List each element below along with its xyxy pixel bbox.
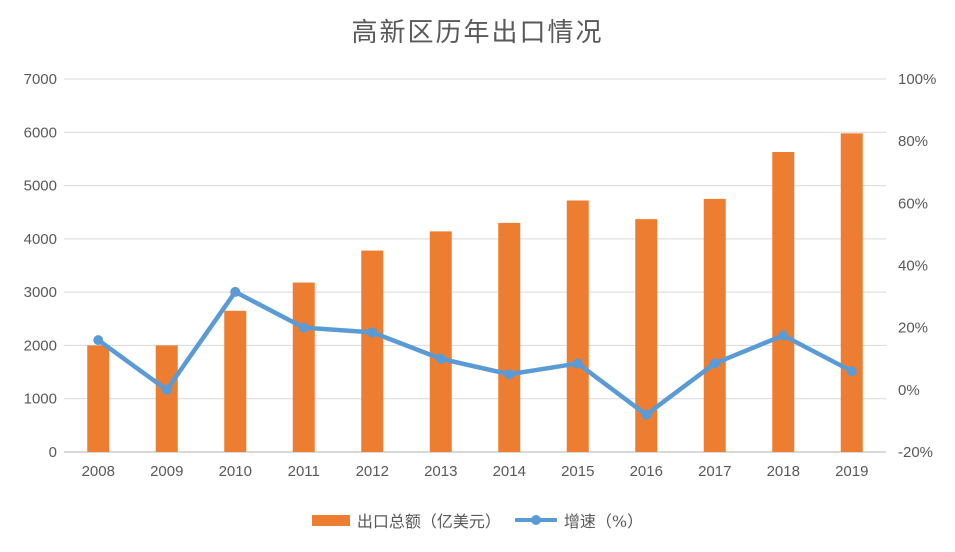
bar-2008 — [87, 345, 110, 452]
chart-title: 高新区历年出口情况 — [351, 18, 604, 48]
legend-item-exports: 出口总额（亿美元） — [311, 508, 501, 532]
bar-2010 — [224, 310, 247, 452]
marker-2017 — [709, 358, 720, 369]
y-left-tick: 7000 — [24, 71, 57, 88]
legend-label: 增速（%） — [563, 512, 644, 531]
bar-2009 — [155, 345, 178, 452]
bar-2015 — [566, 200, 589, 452]
x-tick: 2019 — [835, 463, 868, 480]
y-left-tick: 6000 — [24, 124, 57, 141]
legend-item-growth: 增速（%） — [514, 508, 644, 532]
marker-2011 — [298, 322, 309, 333]
marker-2019 — [846, 366, 857, 377]
marker-2014 — [504, 369, 515, 380]
y-left-tick: 4000 — [24, 231, 57, 248]
x-tick: 2014 — [493, 463, 526, 480]
y-right-tick: 60% — [898, 195, 928, 212]
marker-2008 — [93, 335, 104, 346]
x-tick: 2010 — [219, 463, 252, 480]
bar-2017 — [703, 198, 726, 452]
marker-2016 — [641, 409, 652, 420]
line-swatch-icon — [514, 515, 557, 525]
bar-2013 — [429, 231, 452, 452]
x-tick: 2015 — [561, 463, 594, 480]
bar-2016 — [635, 219, 658, 452]
marker-2018 — [778, 330, 789, 341]
y-left-tick: 0 — [49, 444, 57, 461]
x-tick: 2009 — [150, 463, 183, 480]
y-right-tick: 100% — [898, 71, 936, 88]
legend: 出口总额（亿美元） 增速（%） — [0, 508, 955, 532]
x-tick: 2016 — [630, 463, 663, 480]
y-left-tick: 1000 — [24, 391, 57, 408]
marker-2015 — [572, 358, 583, 369]
x-tick: 2018 — [767, 463, 800, 480]
legend-label: 出口总额（亿美元） — [356, 512, 501, 531]
marker-2013 — [435, 353, 446, 364]
y-left-tick: 5000 — [24, 178, 57, 195]
y-left-tick: 2000 — [24, 337, 57, 354]
marker-2010 — [230, 286, 241, 297]
y-right-tick: 20% — [898, 320, 928, 337]
x-tick: 2011 — [288, 463, 320, 480]
x-tick: 2012 — [356, 463, 389, 480]
marker-2012 — [367, 327, 378, 338]
x-tick: 2017 — [698, 463, 731, 480]
y-right-tick: 0% — [898, 382, 920, 399]
y-right-tick: -20% — [898, 444, 933, 461]
marker-2009 — [161, 384, 172, 395]
growth-line — [96, 289, 854, 417]
bar-2012 — [361, 250, 384, 452]
x-tick: 2008 — [82, 463, 115, 480]
bar-2011 — [292, 282, 315, 452]
y-right-tick: 80% — [898, 133, 928, 150]
x-tick: 2013 — [424, 463, 457, 480]
bar-2014 — [498, 222, 521, 452]
bar-2018 — [772, 152, 795, 452]
y-right-tick: 40% — [898, 258, 928, 275]
bar-swatch-icon — [311, 514, 350, 526]
bar-2019 — [840, 133, 863, 452]
y-left-tick: 3000 — [24, 284, 57, 301]
